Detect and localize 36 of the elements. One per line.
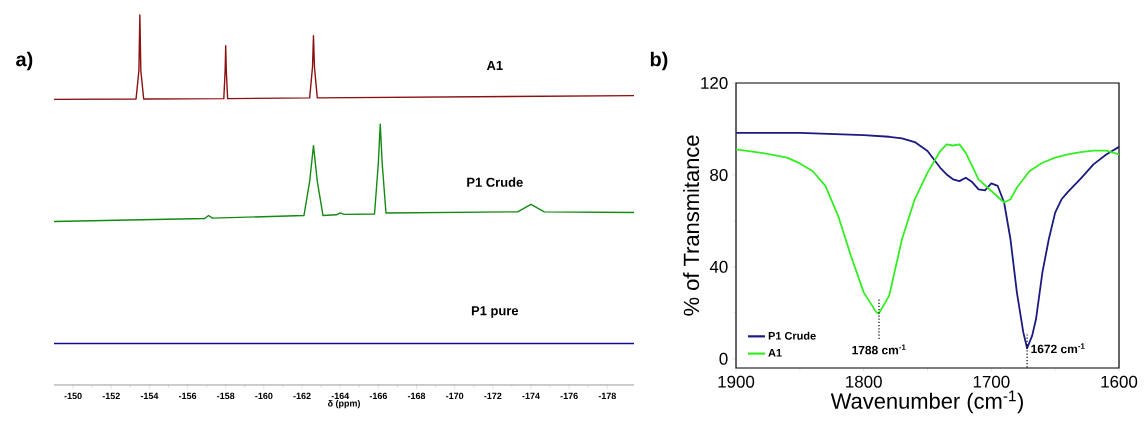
annotation: 1788 cm$^{-1}$ (852, 344, 906, 355)
x-tick-label: -160 (255, 392, 273, 400)
y-axis-title: % of Transmitance (683, 135, 700, 316)
x-tick-label: -158 (217, 392, 235, 400)
x-tick-label: -154 (140, 392, 159, 400)
text: A1 (486, 61, 503, 70)
x-tick-label: -156 (178, 392, 197, 400)
x-tick-label: -166 (369, 392, 387, 400)
chart-title: b) (650, 51, 668, 71)
legend-label: P1 Crude (768, 331, 816, 340)
y-tick-label: 40 (709, 260, 728, 273)
annotation: 1672 cm$^{-1}$ (1031, 343, 1085, 354)
x-tick-label: -174 (522, 392, 540, 399)
x-tick-label: -178 (598, 392, 616, 400)
x-tick-label: -162 (293, 392, 311, 400)
x-tick-label: 1700 (973, 375, 1010, 388)
series-label: P1 pure (471, 306, 519, 318)
x-tick-label: -170 (446, 392, 464, 400)
y-tick-label: 120 (701, 76, 728, 89)
x-tick-label: -150 (64, 392, 82, 400)
x-tick-label: -176 (560, 392, 578, 400)
x-tick-label: 1900 (718, 375, 755, 388)
y-tick-label: 80 (710, 168, 728, 181)
text: a) (16, 51, 33, 71)
series-label: P1 Crude (467, 177, 523, 187)
line-series (735, 143, 1120, 315)
x-axis-title: δ (ppm) (327, 399, 360, 409)
x-tick-label: -164 (331, 392, 350, 400)
x-tick-label: -172 (484, 392, 502, 400)
x-tick-label: -152 (102, 392, 120, 400)
x-tick-label: 1600 (1101, 375, 1138, 388)
legend-label: A1 (768, 349, 782, 357)
y-tick-label: 0 (719, 352, 728, 365)
x-tick-label: -168 (407, 392, 426, 400)
x-tick-label: 1800 (846, 375, 882, 388)
x-axis-title: Wavenumber (cm$^{-1}$) (830, 390, 1023, 414)
